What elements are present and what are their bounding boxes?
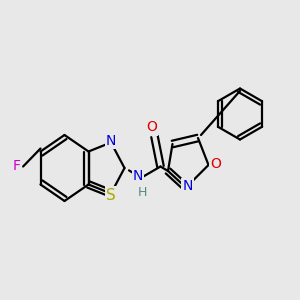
Text: N: N (133, 169, 143, 182)
Text: H: H (138, 186, 147, 199)
Text: O: O (211, 157, 221, 170)
Text: O: O (146, 121, 157, 134)
Text: N: N (182, 179, 193, 193)
Text: S: S (106, 188, 116, 202)
Text: N: N (106, 134, 116, 148)
Text: F: F (13, 160, 20, 173)
